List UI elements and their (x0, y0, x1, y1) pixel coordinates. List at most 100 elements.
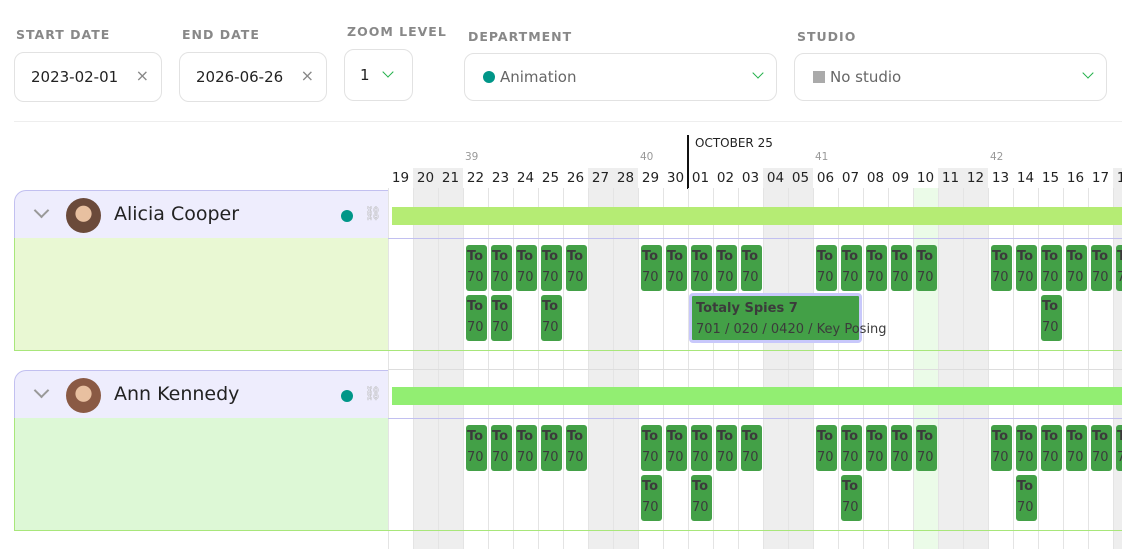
task-card[interactable]: To 70 (566, 425, 587, 471)
task-card[interactable]: To 70 (566, 245, 587, 291)
task-card[interactable]: To 70 (1016, 245, 1037, 291)
task-card[interactable]: To 70 (841, 425, 862, 471)
task-card[interactable]: To 70 (641, 475, 662, 521)
row-separator (388, 238, 1122, 239)
task-card[interactable]: To 70 (741, 245, 762, 291)
task-card[interactable]: To 70 (491, 295, 512, 341)
schedule-timeline[interactable]: OCTOBER 25 19 20 21 22 23 24 25 26 27 28 29 30 01 02 0… (388, 130, 1122, 549)
task-card[interactable]: To 70 (541, 425, 562, 471)
task-card[interactable]: To 70 (991, 425, 1012, 471)
clear-start-date-icon[interactable]: × (135, 66, 149, 85)
day-column (738, 188, 763, 549)
task-title: To (992, 429, 1009, 444)
task-card[interactable]: To 70 (716, 425, 737, 471)
day-column (488, 188, 513, 549)
task-card[interactable]: To 70 (691, 245, 712, 291)
divider (14, 121, 1122, 122)
task-card[interactable]: To 70 (516, 425, 537, 471)
day-column (963, 188, 988, 549)
day-column (863, 188, 888, 549)
day-header: 17 (1091, 170, 1110, 186)
task-card[interactable]: To 70 (666, 425, 687, 471)
task-card[interactable]: To 70 (466, 425, 487, 471)
task-card[interactable]: To 70 (841, 475, 862, 521)
task-card[interactable]: To 70 (1116, 425, 1122, 471)
clear-end-date-icon[interactable]: × (300, 66, 314, 85)
task-card[interactable]: To 70 (641, 245, 662, 291)
task-card[interactable]: To 70 (916, 425, 937, 471)
task-card[interactable]: To 70 (691, 425, 712, 471)
task-card[interactable]: To 70 (641, 425, 662, 471)
department-color-dot (483, 71, 495, 83)
task-card[interactable]: To 70 (816, 425, 837, 471)
task-subtitle: 70 (517, 450, 534, 465)
task-card[interactable]: To 70 (1016, 475, 1037, 521)
person-header[interactable]: Ann Kennedy ⛓ (14, 370, 388, 419)
task-card[interactable]: To 70 (1041, 295, 1062, 341)
task-card[interactable]: To 70 (991, 245, 1012, 291)
task-card[interactable]: To 70 (866, 425, 887, 471)
task-card[interactable]: To 70 (866, 245, 887, 291)
day-column (688, 188, 713, 549)
task-card[interactable]: To 70 (1016, 425, 1037, 471)
task-subtitle: 70 (842, 270, 859, 285)
task-card[interactable]: To 70 (541, 295, 562, 341)
task-card[interactable]: To 70 (816, 245, 837, 291)
day-column (763, 188, 788, 549)
task-card[interactable]: To 70 (466, 245, 487, 291)
task-title: To (842, 249, 859, 264)
zoom-level-select[interactable]: 1 (344, 49, 413, 101)
task-card[interactable]: To 70 (1066, 425, 1087, 471)
task-title: To (692, 429, 709, 444)
task-subtitle: 70 (917, 450, 934, 465)
task-title: To (1042, 299, 1059, 314)
studio-label: STUDIO (797, 29, 857, 44)
link-icon[interactable]: ⛓ (364, 206, 382, 222)
task-card[interactable]: To 70 (1091, 425, 1112, 471)
task-title: To (1042, 429, 1059, 444)
task-card[interactable]: To 70 (1091, 245, 1112, 291)
task-card[interactable]: To 70 (1041, 425, 1062, 471)
end-date-label: END DATE (182, 27, 260, 42)
task-card-expanded[interactable]: Totaly Spies 7 701 / 020 / 0420 / Key Pos… (689, 293, 887, 343)
task-card[interactable]: To 70 (491, 245, 512, 291)
day-header: 29 (641, 170, 660, 186)
person-header[interactable]: Alicia Cooper ⛓ (14, 190, 388, 239)
day-header: 20 (413, 168, 438, 188)
day-header: 08 (866, 170, 885, 186)
link-icon[interactable]: ⛓ (364, 386, 382, 402)
month-label: OCTOBER 25 (695, 136, 773, 150)
task-card[interactable]: To 70 (516, 245, 537, 291)
task-card[interactable]: To 70 (466, 295, 487, 341)
task-card[interactable]: To 70 (891, 245, 912, 291)
chevron-down-icon[interactable] (33, 382, 50, 399)
task-title: To (1042, 249, 1059, 264)
department-select[interactable]: Animation (464, 53, 777, 101)
day-header: 09 (891, 170, 910, 186)
task-card[interactable]: To 70 (1116, 245, 1122, 291)
task-card[interactable]: To 70 (491, 425, 512, 471)
task-subtitle: 70 (1092, 270, 1109, 285)
task-card[interactable]: To 70 (691, 475, 712, 521)
task-subtitle: 70 (667, 450, 684, 465)
task-title: To (692, 479, 709, 494)
task-card[interactable]: To 70 (666, 245, 687, 291)
task-card[interactable]: To 70 (541, 245, 562, 291)
task-subtitle: 70 (492, 320, 509, 335)
task-card[interactable]: To 70 (1041, 245, 1062, 291)
task-card[interactable]: To 70 (841, 245, 862, 291)
task-card[interactable]: To 70 (741, 425, 762, 471)
person-name: Ann Kennedy (114, 383, 240, 405)
task-subtitle: 70 (667, 270, 684, 285)
task-title: To (692, 249, 709, 264)
task-card[interactable]: To 70 (891, 425, 912, 471)
task-card[interactable]: To 70 (916, 245, 937, 291)
chevron-down-icon[interactable] (33, 202, 50, 219)
start-date-field[interactable]: 2023-02-01 × (14, 52, 162, 102)
task-subtitle: 70 (867, 450, 884, 465)
task-card[interactable]: To 70 (716, 245, 737, 291)
task-card[interactable]: To 70 (1066, 245, 1087, 291)
day-header: 26 (566, 170, 585, 186)
end-date-field[interactable]: 2026-06-26 × (179, 52, 327, 102)
studio-select[interactable]: No studio (794, 53, 1107, 101)
